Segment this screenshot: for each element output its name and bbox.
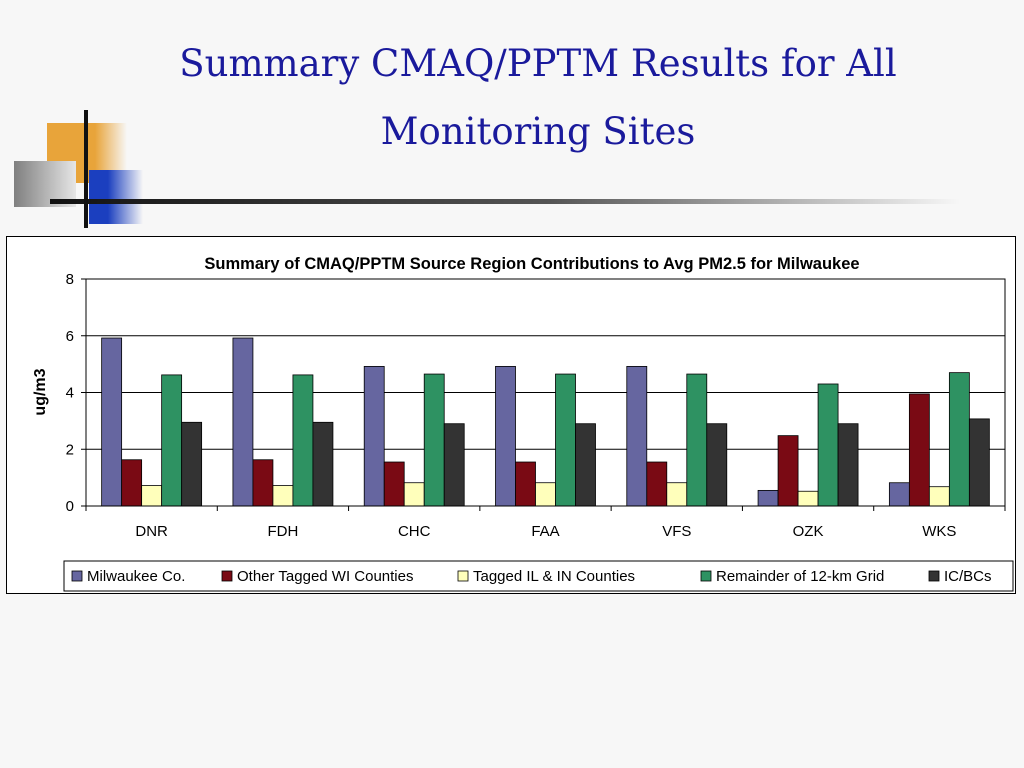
bar — [575, 423, 596, 507]
x-tick-label: WKS — [922, 523, 956, 540]
bar — [232, 337, 254, 507]
bar — [928, 486, 950, 507]
bar — [121, 459, 143, 507]
bar — [948, 372, 970, 507]
bar — [888, 482, 910, 507]
slide-title: Summary CMAQ/PPTM Results for All Monito… — [179, 42, 897, 153]
chart-frame: Summary of CMAQ/PPTM Source Region Contr… — [6, 236, 1016, 594]
bar — [686, 373, 708, 507]
bar — [968, 418, 990, 507]
decor-blue-square — [89, 170, 143, 224]
decor-gray-square — [14, 161, 76, 207]
bar — [272, 485, 294, 507]
bar — [515, 461, 536, 507]
x-tick-label: FAA — [531, 523, 559, 540]
bar — [141, 485, 163, 507]
bar — [706, 423, 728, 507]
bar — [626, 365, 648, 507]
bar — [646, 461, 668, 507]
y-tick-label: 8 — [66, 271, 74, 288]
chart-title: Summary of CMAQ/PPTM Source Region Contr… — [204, 255, 859, 273]
bar — [757, 489, 779, 507]
legend-label: Other Tagged WI Counties — [237, 568, 413, 585]
bar — [161, 374, 183, 507]
legend-swatch — [928, 570, 940, 582]
bar — [495, 365, 516, 507]
bar — [383, 461, 405, 507]
y-tick-label: 0 — [66, 498, 74, 515]
y-tick-label: 4 — [66, 385, 74, 402]
bar — [666, 482, 688, 507]
bar — [797, 490, 819, 507]
bar — [363, 365, 385, 507]
legend-label: Remainder of 12-km Grid — [716, 568, 884, 585]
x-tick-label: VFS — [662, 523, 691, 540]
bar — [837, 423, 859, 507]
bar — [777, 435, 799, 507]
bar — [403, 482, 425, 507]
bar — [817, 383, 839, 507]
y-tick-label: 6 — [66, 328, 74, 345]
decor-horizontal-rule — [50, 199, 960, 204]
bar — [535, 482, 556, 507]
legend-label: Tagged IL & IN Counties — [473, 568, 635, 585]
legend-swatch — [457, 570, 469, 582]
bar — [908, 393, 930, 507]
x-tick-label: OZK — [793, 523, 824, 540]
x-tick-label: FDH — [268, 523, 299, 540]
x-tick-label: CHC — [398, 523, 431, 540]
x-tick-label: DNR — [135, 523, 168, 540]
legend: Milwaukee Co. Other Tagged WI Counties Tag… — [63, 560, 1014, 592]
legend-swatch — [700, 570, 712, 582]
bar — [423, 373, 445, 507]
y-tick-label: 2 — [66, 441, 74, 458]
bar — [443, 423, 465, 507]
bar — [292, 374, 314, 507]
bar — [101, 337, 123, 507]
legend-swatch — [221, 570, 233, 582]
legend-swatch — [71, 570, 83, 582]
bar — [181, 421, 203, 507]
legend-label: IC/BCs — [944, 568, 992, 585]
legend-label: Milwaukee Co. — [87, 568, 185, 585]
bar — [252, 459, 274, 507]
bars — [101, 337, 990, 507]
bar — [555, 373, 576, 507]
gridlines — [86, 278, 1005, 450]
bar — [312, 421, 334, 507]
plot-area-border — [85, 278, 1006, 507]
axes: 0 2 4 6 8 DNR FDH CHC FAA VFS OZK WKS — [66, 271, 1006, 540]
y-axis-label: ug/m3 — [32, 368, 49, 415]
bar-chart: Summary of CMAQ/PPTM Source Region Contr… — [32, 255, 1014, 592]
